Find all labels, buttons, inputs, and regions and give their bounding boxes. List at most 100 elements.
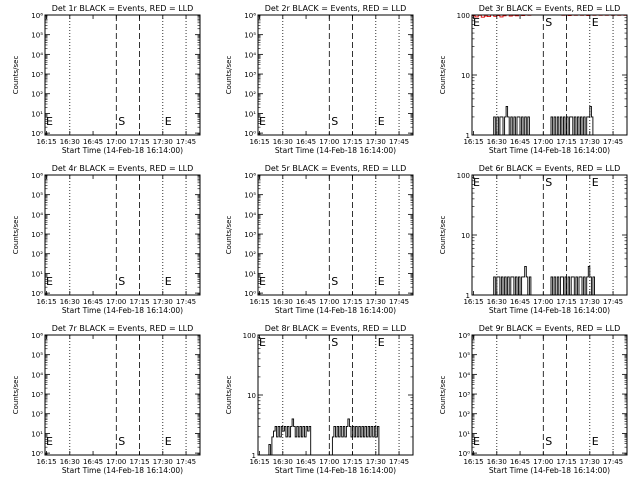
y-tick-label: 10⁴ [244,211,256,219]
panel-title: Det 8r BLACK = Events, RED = LLD [265,324,407,333]
x-tick-label: 17:15 [556,298,576,306]
x-axis-label: Start Time (14-Feb-18 16:14:00) [489,306,610,315]
x-tick-label: 16:15 [36,138,56,146]
y-tick-label: 100 [457,172,470,180]
x-tick-label: 16:30 [273,298,293,306]
panel-det-1: Det 1r BLACK = Events, RED = LLD 16:15 16:… [12,4,201,155]
y-tick-label: 10⁴ [31,371,43,379]
y-tick-label: 1 [252,452,256,460]
x-tick-label: 16:30 [273,458,293,466]
x-tick-label: 16:15 [36,298,56,306]
marker-label-e: E [165,275,172,288]
marker-label-e: E [378,336,385,349]
marker-label-e: E [378,275,385,288]
x-tick-label: 16:15 [463,138,483,146]
marker-label-e: E [165,115,172,128]
marker-label-e: E [46,275,53,288]
x-tick-label: 17:15 [556,138,576,146]
y-axis-label: Counts/sec [225,376,233,415]
y-tick-label: 10³ [244,231,256,239]
marker-label-s: S [118,435,125,448]
panel-title: Det 9r BLACK = Events, RED = LLD [479,324,621,333]
panel-det-4: Det 4r BLACK = Events, RED = LLD 16:15 16:… [12,164,201,315]
x-tick-label: 16:15 [249,138,269,146]
x-tick-label: 17:30 [580,458,600,466]
y-tick-label: 10⁴ [244,51,256,59]
y-tick-label: 1 [466,132,470,140]
y-tick-label: 100 [457,12,470,20]
x-tick-label: 17:00 [106,298,126,306]
panel-det-7: Det 7r BLACK = Events, RED = LLD 16:15 16:… [12,324,201,475]
marker-label-e: E [46,435,53,448]
x-tick-label: 16:15 [463,458,483,466]
x-tick-label: 17:00 [319,458,339,466]
x-axis-label: Start Time (14-Feb-18 16:14:00) [275,306,396,315]
y-tick-label: 10⁶ [31,172,43,180]
y-tick-label: 10⁰ [31,450,43,458]
x-tick-label: 16:45 [296,298,316,306]
panel-det-9: Det 9r BLACK = Events, RED = LLD 16:15 16:… [439,324,628,475]
y-tick-label: 10⁴ [31,51,43,59]
x-axis-label: Start Time (14-Feb-18 16:14:00) [62,306,183,315]
y-tick-label: 1 [466,292,470,300]
x-axis-label: Start Time (14-Feb-18 16:14:00) [62,146,183,155]
y-tick-label: 10³ [31,231,43,239]
x-tick-label: 17:15 [342,138,362,146]
y-tick-label: 10⁵ [244,192,256,200]
x-tick-label: 16:15 [249,458,269,466]
x-tick-label: 16:30 [60,458,80,466]
y-tick-label: 10⁶ [458,332,470,340]
x-tick-label: 17:45 [389,458,409,466]
panel-det-2: Det 2r BLACK = Events, RED = LLD 16:15 16:… [225,4,414,155]
x-tick-label: 17:45 [176,298,196,306]
x-tick-label: 17:30 [153,138,173,146]
x-axis-label: Start Time (14-Feb-18 16:14:00) [275,466,396,475]
x-tick-label: 17:15 [129,298,149,306]
x-tick-label: 16:45 [83,458,103,466]
x-tick-label: 17:15 [342,458,362,466]
x-tick-label: 17:15 [129,458,149,466]
x-tick-label: 16:45 [510,298,530,306]
y-tick-label: 10⁰ [244,130,256,138]
x-axis-label: Start Time (14-Feb-18 16:14:00) [62,466,183,475]
x-tick-label: 17:30 [153,298,173,306]
x-tick-label: 17:00 [533,298,553,306]
y-axis-label: Counts/sec [12,56,20,95]
panel-det-8: Det 8r BLACK = Events, RED = LLD 16:15 16:… [225,324,414,475]
x-tick-label: 17:15 [129,138,149,146]
x-tick-label: 17:30 [580,138,600,146]
x-tick-label: 16:45 [83,298,103,306]
x-tick-label: 16:45 [83,138,103,146]
x-tick-label: 17:45 [389,138,409,146]
y-tick-label: 10⁰ [458,450,470,458]
y-tick-label: 10³ [244,71,256,79]
x-tick-label: 16:15 [463,298,483,306]
y-tick-label: 10² [244,91,256,99]
x-tick-label: 17:30 [153,458,173,466]
y-tick-label: 10⁰ [31,130,43,138]
x-tick-label: 17:30 [366,298,386,306]
marker-label-s: S [331,115,338,128]
x-tick-label: 16:30 [273,138,293,146]
y-tick-label: 100 [243,332,256,340]
x-tick-label: 17:30 [366,458,386,466]
y-tick-label: 10 [461,232,470,240]
marker-label-e: E [259,336,266,349]
x-tick-label: 16:45 [296,138,316,146]
y-tick-label: 10⁴ [31,211,43,219]
marker-label-s: S [331,275,338,288]
x-tick-label: 16:30 [60,138,80,146]
y-tick-label: 10² [458,411,470,419]
marker-label-e: E [165,435,172,448]
x-tick-label: 17:45 [603,458,623,466]
y-axis-label: Counts/sec [12,376,20,415]
x-tick-label: 17:45 [389,298,409,306]
x-tick-label: 16:30 [487,298,507,306]
panel-title: Det 3r BLACK = Events, RED = LLD [479,4,621,13]
panel-title: Det 6r BLACK = Events, RED = LLD [479,164,621,173]
y-tick-label: 10⁶ [244,172,256,180]
x-tick-label: 16:30 [487,458,507,466]
y-tick-label: 10⁰ [244,290,256,298]
x-axis-label: Start Time (14-Feb-18 16:14:00) [489,146,610,155]
